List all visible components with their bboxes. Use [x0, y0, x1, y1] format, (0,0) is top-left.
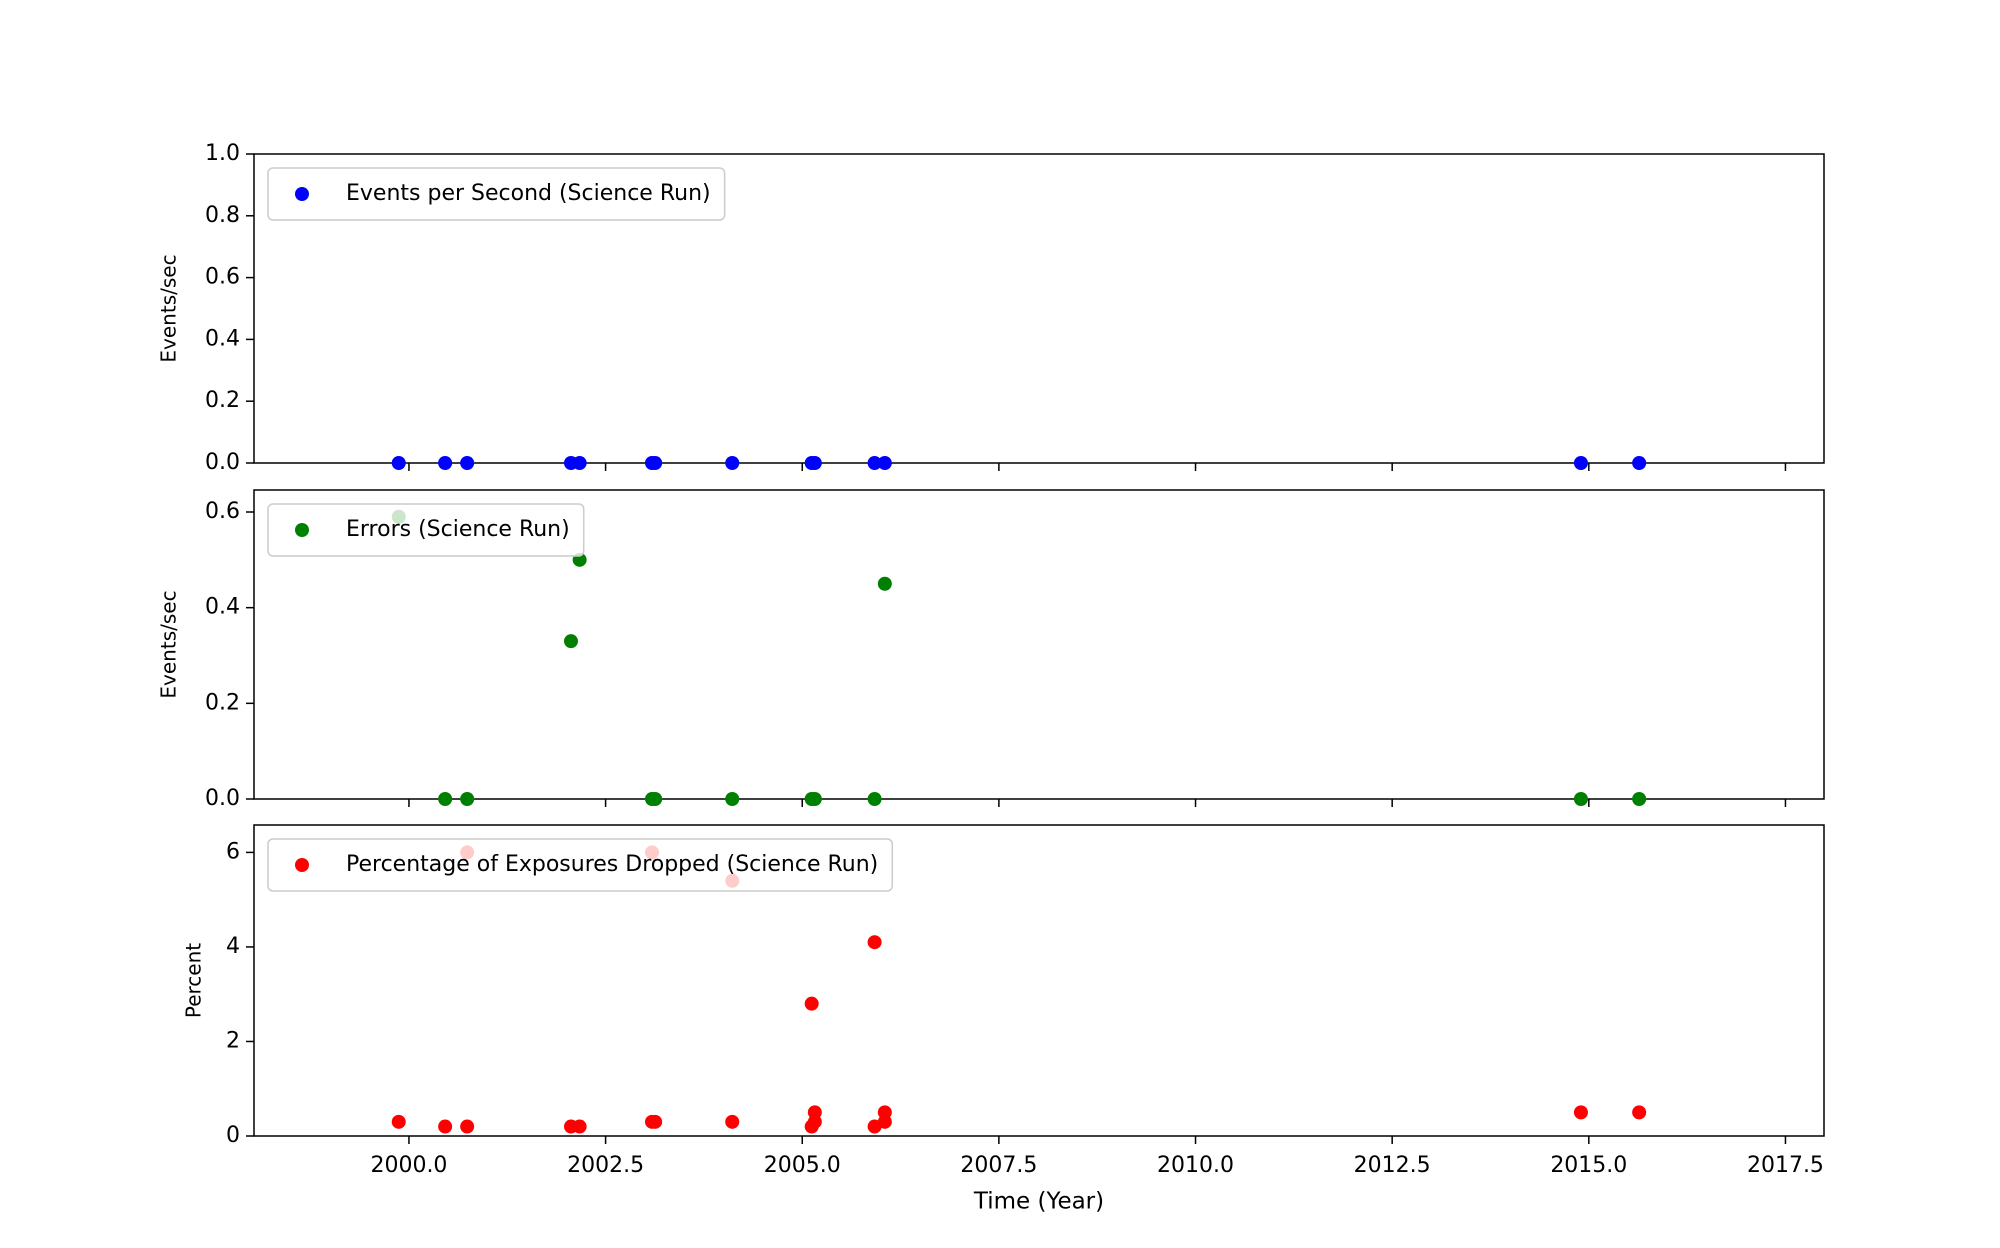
- point: [391, 456, 406, 470]
- x-tick-label: 2017.5: [1747, 1153, 1824, 1178]
- y-tick-label: 0.2: [205, 690, 240, 715]
- y-tick-label: 0.6: [205, 499, 240, 524]
- legend-box: [267, 838, 894, 892]
- y-tick-label: 6: [226, 839, 240, 864]
- point: [1573, 1105, 1588, 1120]
- legend-box: [267, 167, 726, 221]
- point: [460, 456, 475, 470]
- point: [1632, 792, 1647, 806]
- point: [460, 1119, 475, 1134]
- y-tick-label: 0.2: [205, 388, 240, 413]
- point: [725, 1114, 740, 1129]
- legend: Events per Second (Science Run): [267, 167, 726, 221]
- x-axis-label: Time (Year): [973, 1189, 1104, 1215]
- y-tick-label: 2: [226, 1028, 240, 1053]
- y-tick-label: 0.0: [205, 450, 240, 475]
- point: [648, 1114, 663, 1129]
- y-tick-label: 0.4: [205, 326, 240, 351]
- y-axis-label: Percent: [182, 943, 206, 1018]
- legend: Errors (Science Run): [267, 503, 585, 557]
- plot-frame: [253, 489, 1825, 800]
- x-tick-label: 2007.5: [960, 1153, 1037, 1178]
- y-tick-label: 0.0: [205, 786, 240, 811]
- point: [877, 1114, 892, 1129]
- point: [563, 634, 578, 649]
- point: [807, 792, 822, 806]
- point: [1573, 456, 1588, 470]
- point: [438, 456, 453, 470]
- point: [1632, 456, 1647, 470]
- legend-marker: [295, 187, 309, 201]
- legend-label: Events per Second (Science Run): [346, 181, 711, 206]
- point: [460, 792, 475, 806]
- point: [391, 1114, 406, 1129]
- plot-frame: [253, 153, 1825, 464]
- y-axis-label: Events/sec: [157, 254, 181, 362]
- x-tick-label: 2005.0: [764, 1153, 841, 1178]
- legend-label: Errors (Science Run): [346, 517, 570, 542]
- legend: Percentage of Exposures Dropped (Science…: [267, 838, 894, 892]
- point: [877, 576, 892, 591]
- point: [807, 1114, 822, 1129]
- point: [1632, 1105, 1647, 1120]
- point: [877, 456, 892, 470]
- legend-marker: [295, 523, 309, 537]
- point: [725, 792, 740, 806]
- plot-frame: [253, 824, 1825, 1137]
- y-tick-label: 0.8: [205, 203, 240, 228]
- point: [648, 792, 663, 806]
- point: [572, 1119, 587, 1134]
- point: [804, 996, 819, 1011]
- point: [572, 456, 587, 470]
- point: [867, 456, 882, 470]
- point: [807, 456, 822, 470]
- y-axis-label: Events/sec: [157, 590, 181, 698]
- point: [725, 456, 740, 470]
- point: [648, 456, 663, 470]
- x-tick-label: 2002.5: [567, 1153, 644, 1178]
- y-tick-label: 0.6: [205, 265, 240, 290]
- point: [867, 935, 882, 950]
- x-tick-label: 2015.0: [1550, 1153, 1627, 1178]
- y-tick-label: 0.4: [205, 595, 240, 620]
- point: [867, 792, 882, 806]
- legend-marker: [295, 858, 309, 872]
- x-tick-label: 2012.5: [1354, 1153, 1431, 1178]
- legend-box: [267, 503, 585, 557]
- point: [438, 1119, 453, 1134]
- x-tick-label: 2000.0: [370, 1153, 447, 1178]
- point: [1573, 792, 1588, 806]
- x-tick-label: 2010.0: [1157, 1153, 1234, 1178]
- y-tick-label: 1.0: [205, 141, 240, 166]
- point: [438, 792, 453, 806]
- y-tick-label: 0: [226, 1123, 240, 1148]
- legend-label: Percentage of Exposures Dropped (Science…: [346, 852, 878, 877]
- y-tick-label: 4: [226, 934, 240, 959]
